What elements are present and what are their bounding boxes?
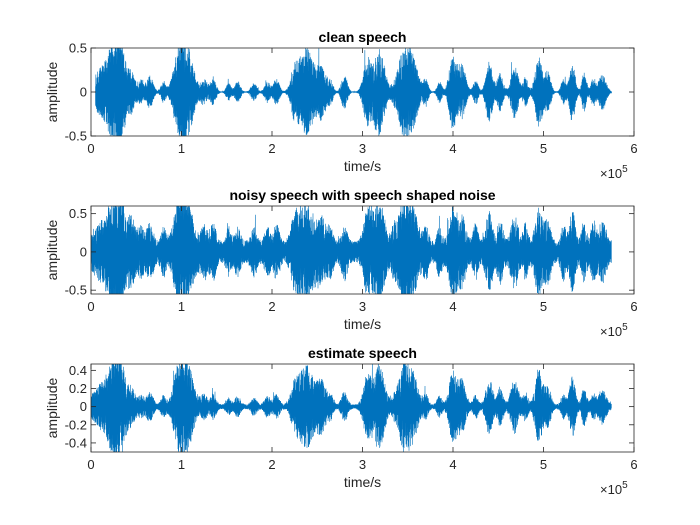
x-tick-label: 6 <box>630 457 637 472</box>
x-exponent-power: 5 <box>622 322 628 333</box>
x-tick-label: 5 <box>540 141 547 156</box>
x-tick-label: 3 <box>359 457 366 472</box>
y-tick-label: 0.4 <box>69 363 87 378</box>
y-tick-label: 0.2 <box>69 381 87 396</box>
y-tick-label: 0 <box>80 85 87 100</box>
x-exponent-base: ×10 <box>600 482 622 497</box>
chart-title: estimate speech <box>308 345 417 361</box>
x-tick-label: 1 <box>178 141 185 156</box>
y-axis-label: amplitude <box>44 61 60 122</box>
waveform-series <box>91 364 612 452</box>
x-tick-label: 6 <box>630 299 637 314</box>
x-exponent-base: ×10 <box>600 166 622 181</box>
x-axis-label: time/s <box>344 158 381 174</box>
x-tick-label: 3 <box>359 299 366 314</box>
y-tick-label: 0.5 <box>69 206 87 221</box>
y-tick-label: -0.5 <box>65 129 87 144</box>
x-tick-label: 0 <box>87 299 94 314</box>
y-tick-label: 0.5 <box>69 41 87 56</box>
y-axis-label: amplitude <box>44 377 60 438</box>
x-tick-label: 4 <box>449 141 456 156</box>
x-exponent-label: ×105 <box>600 164 628 181</box>
x-tick-label: 1 <box>178 457 185 472</box>
x-tick-label: 6 <box>630 141 637 156</box>
waveform-series <box>91 206 612 294</box>
x-tick-label: 0 <box>87 457 94 472</box>
chart-title: noisy speech with speech shaped noise <box>229 187 495 203</box>
y-tick-label: 0 <box>80 244 87 259</box>
x-tick-label: 0 <box>87 141 94 156</box>
y-tick-label: 0 <box>80 399 87 414</box>
y-tick-label: -0.2 <box>65 417 87 432</box>
x-tick-label: 4 <box>449 299 456 314</box>
y-axis-label: amplitude <box>44 219 60 280</box>
x-exponent-label: ×105 <box>600 480 628 497</box>
x-tick-label: 2 <box>268 141 275 156</box>
x-exponent-base: ×10 <box>600 324 622 339</box>
x-tick-label: 5 <box>540 299 547 314</box>
x-tick-label: 3 <box>359 141 366 156</box>
y-tick-label: -0.4 <box>65 435 87 450</box>
x-tick-label: 2 <box>268 299 275 314</box>
y-tick-label: -0.5 <box>65 283 87 298</box>
x-tick-label: 2 <box>268 457 275 472</box>
x-tick-label: 1 <box>178 299 185 314</box>
x-exponent-power: 5 <box>622 164 628 175</box>
x-exponent-label: ×105 <box>600 322 628 339</box>
x-tick-label: 4 <box>449 457 456 472</box>
x-exponent-power: 5 <box>622 480 628 491</box>
chart-title: clean speech <box>319 29 407 45</box>
x-axis-label: time/s <box>344 316 381 332</box>
x-axis-label: time/s <box>344 474 381 490</box>
waveform-series <box>95 48 612 136</box>
x-tick-label: 5 <box>540 457 547 472</box>
